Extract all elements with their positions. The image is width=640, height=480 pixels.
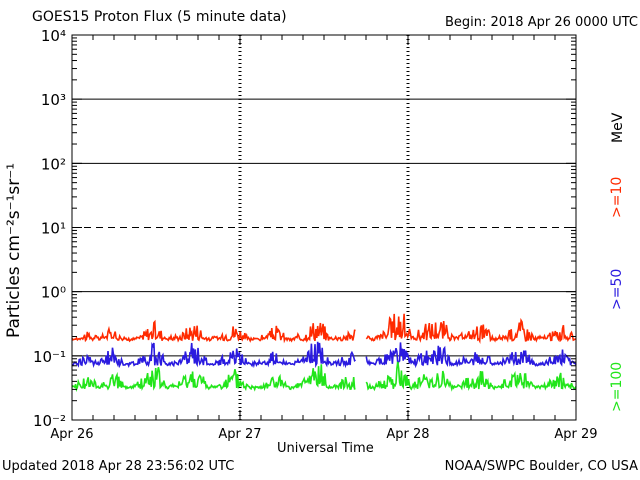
credit-text: NOAA/SWPC Boulder, CO USA: [444, 459, 638, 474]
x-tick-label: Apr 28: [386, 427, 429, 442]
series-line-ge50: [71, 341, 577, 369]
series-line-ge100: [71, 361, 577, 392]
legend-ge50: >=50: [609, 268, 625, 310]
updated-timestamp: Updated 2018 Apr 28 23:56:02 UTC: [2, 459, 235, 474]
legend-ge10: >=10: [609, 176, 625, 218]
x-axis-label: Universal Time: [277, 441, 374, 456]
y-tick-label: 10¹: [41, 220, 66, 238]
y-tick-label: 10⁻²: [33, 412, 66, 430]
x-tick-label: Apr 29: [554, 427, 597, 442]
series-line-ge10: [71, 313, 576, 345]
begin-time: Begin: 2018 Apr 26 0000 UTC: [444, 15, 638, 30]
series-lines: [71, 313, 577, 392]
chart-title: GOES15 Proton Flux (5 minute data): [32, 9, 287, 25]
x-tick-label: Apr 27: [218, 427, 261, 442]
legend-ge100: >=100: [609, 361, 625, 412]
y-tick-label: 10⁴: [41, 27, 66, 45]
y-tick-label: 10⁰: [41, 284, 66, 302]
axes: 10⁻² 10⁻¹ 10⁰ 10¹ 10² 10³ 10⁴ Apr 26 Apr 27 Apr 2…: [33, 27, 598, 442]
y-tick-label: 10³: [41, 91, 66, 109]
y-axis-label: Particles cm⁻²s⁻¹sr⁻¹: [4, 162, 24, 338]
energy-unit-label: MeV: [610, 112, 626, 143]
y-tick-label: 10⁻¹: [33, 348, 66, 366]
x-tick-label: Apr 26: [50, 427, 93, 442]
y-tick-label: 10²: [41, 155, 66, 173]
